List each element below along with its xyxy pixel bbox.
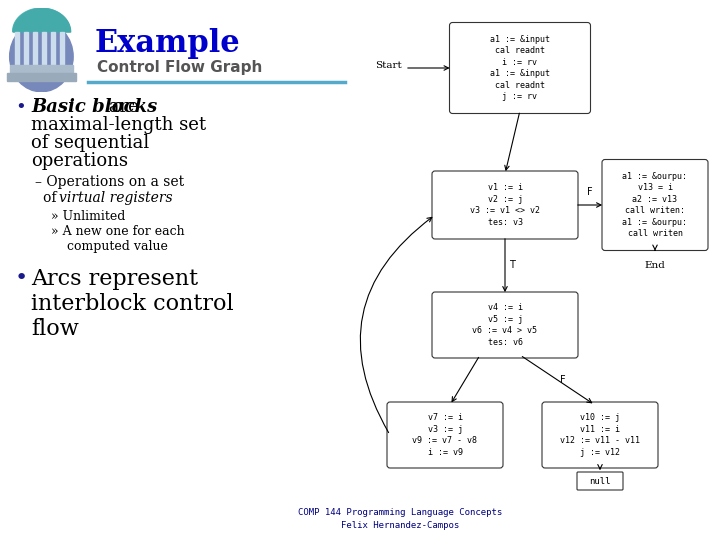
Text: » Unlimited: » Unlimited (51, 210, 125, 223)
Text: a1 := &ourpu:
v13 = i
a2 := v13
call writen:
a1 := &ourpu:
call writen: a1 := &ourpu: v13 = i a2 := v13 call wri… (623, 172, 688, 238)
Bar (24, 31, 28, 66)
Text: virtual registers: virtual registers (59, 191, 173, 205)
Bar (42, 31, 46, 66)
Text: COMP 144 Programming Language Concepts
Felix Hernandez-Campos: COMP 144 Programming Language Concepts F… (298, 508, 502, 530)
FancyBboxPatch shape (449, 23, 590, 113)
Text: a1 := &input
cal readnt
i := rv
a1 := &input
cal readnt
j := rv: a1 := &input cal readnt i := rv a1 := &i… (490, 35, 550, 101)
Text: computed value: computed value (67, 240, 168, 253)
FancyArrowPatch shape (360, 218, 432, 433)
Text: End: End (644, 261, 665, 271)
Bar (60, 31, 65, 66)
FancyBboxPatch shape (542, 402, 658, 468)
Text: flow: flow (31, 318, 78, 340)
Text: T: T (509, 260, 515, 271)
Bar (6, 72, 76, 81)
Bar (14, 31, 19, 66)
Text: null: null (589, 476, 611, 485)
Bar (32, 31, 37, 66)
Circle shape (9, 22, 73, 92)
FancyBboxPatch shape (577, 472, 623, 490)
Text: v4 := i
v5 := j
v6 := v4 > v5
tes: v6: v4 := i v5 := j v6 := v4 > v5 tes: v6 (472, 303, 538, 347)
Text: Control Flow Graph: Control Flow Graph (97, 60, 262, 75)
Text: of: of (43, 191, 61, 205)
Text: v7 := i
v3 := j
v9 := v7 - v8
i := v9: v7 := i v3 := j v9 := v7 - v8 i := v9 (413, 413, 477, 457)
Text: v10 := j
v11 := i
v12 := v11 - v11
j := v12: v10 := j v11 := i v12 := v11 - v11 j := … (560, 413, 640, 457)
Text: of sequential: of sequential (31, 134, 149, 152)
Text: •: • (15, 268, 28, 288)
Text: v1 := i
v2 := j
v3 := v1 <> v2
tes: v3: v1 := i v2 := j v3 := v1 <> v2 tes: v3 (470, 183, 540, 227)
Text: •: • (15, 98, 26, 116)
Text: interblock control: interblock control (31, 293, 233, 315)
Text: » A new one for each: » A new one for each (51, 225, 184, 238)
Text: F: F (588, 187, 593, 197)
Text: Start: Start (375, 62, 402, 71)
Text: maximal-length set: maximal-length set (31, 116, 206, 134)
Text: – Operations on a set: – Operations on a set (35, 175, 184, 189)
FancyBboxPatch shape (432, 171, 578, 239)
FancyBboxPatch shape (432, 292, 578, 358)
Bar (51, 31, 55, 66)
Text: F: F (560, 375, 566, 385)
Text: Example: Example (95, 28, 240, 59)
Text: Basic blocks: Basic blocks (31, 98, 157, 116)
Bar (9, 65, 73, 73)
Polygon shape (13, 8, 70, 31)
Text: operations: operations (31, 152, 128, 170)
FancyBboxPatch shape (602, 159, 708, 251)
Text: are: are (103, 98, 139, 116)
FancyBboxPatch shape (387, 402, 503, 468)
Text: Arcs represent: Arcs represent (31, 268, 198, 290)
